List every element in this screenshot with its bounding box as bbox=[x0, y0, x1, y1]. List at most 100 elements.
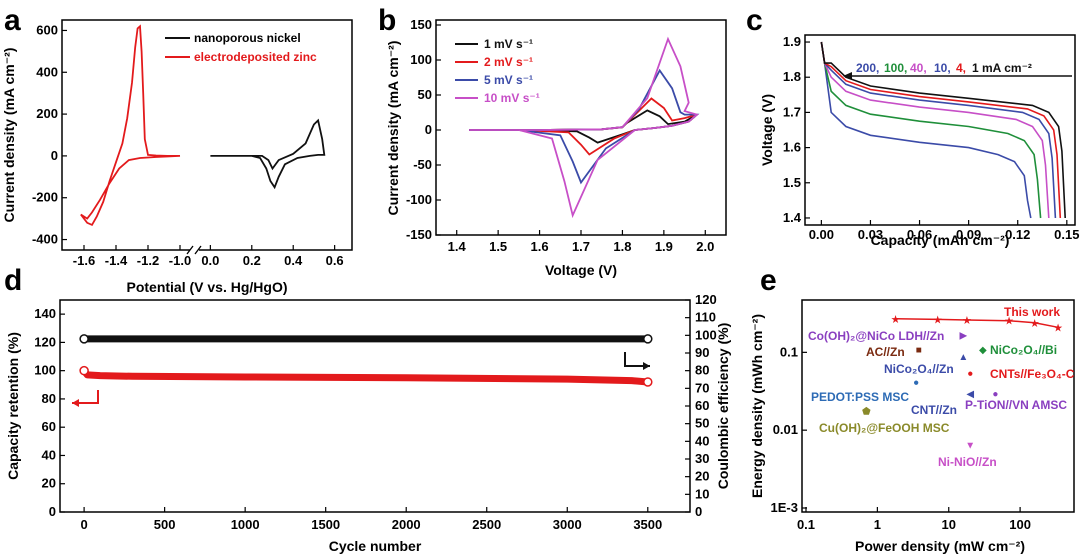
c-rate-label: 1 mA cm⁻² bbox=[972, 61, 1032, 75]
d-xtick-label: 2500 bbox=[472, 517, 501, 532]
e-thiswork-marker: ★ bbox=[962, 315, 972, 327]
d-y2tick-label: 40 bbox=[695, 433, 709, 448]
axis-break-mark bbox=[186, 245, 202, 255]
a-ytick-label: 200 bbox=[36, 106, 58, 121]
d-ytick-label: 80 bbox=[42, 391, 56, 406]
b-xtick-label: 1.6 bbox=[531, 239, 549, 254]
a-xtick-label: -1.6 bbox=[73, 253, 95, 268]
c-xtick-label: 0.09 bbox=[956, 227, 981, 242]
b-ytick-label: -50 bbox=[413, 157, 432, 172]
e-point-label: Cu(OH)₂@FeOOH MSC bbox=[819, 421, 950, 435]
d-xtick-label: 0 bbox=[80, 517, 87, 532]
e-thiswork-marker: ★ bbox=[1004, 316, 1014, 328]
d-ytick-label: 60 bbox=[42, 419, 56, 434]
d-y2tick-label: 20 bbox=[695, 469, 709, 484]
b-legend-label: 1 mV s⁻¹ bbox=[484, 37, 533, 51]
right-axis-arrow bbox=[624, 352, 650, 367]
d-series-marker bbox=[643, 334, 653, 344]
d-ytick-label: 0 bbox=[49, 504, 56, 519]
e-point-label: NiCo₂O₄//Zn bbox=[884, 362, 954, 376]
d-y2tick-label: 70 bbox=[695, 380, 709, 395]
b-ytick-label: 100 bbox=[410, 52, 432, 67]
b-legend-label: 10 mV s⁻¹ bbox=[484, 91, 540, 105]
d-y2tick-label: 30 bbox=[695, 451, 709, 466]
b-ytick-label: 50 bbox=[418, 87, 432, 102]
panel-d-xlabel: Cycle number bbox=[329, 538, 422, 554]
a-ytick-label: 0 bbox=[51, 148, 58, 163]
b-xtick-label: 2.0 bbox=[696, 239, 714, 254]
e-point-marker: ⬟ bbox=[862, 406, 871, 417]
e-point-marker: ● bbox=[913, 378, 919, 389]
e-point-label: PEDOT:PSS MSC bbox=[811, 390, 909, 404]
e-thiswork-marker: ★ bbox=[1030, 318, 1040, 330]
e-thiswork-line bbox=[895, 318, 1059, 329]
a-xtick-label: -1.2 bbox=[137, 253, 159, 268]
legend-a-nickel: nanoporous nickel bbox=[194, 31, 301, 45]
b-ytick-label: 150 bbox=[410, 17, 432, 32]
e-point-marker: ◆ bbox=[979, 345, 987, 356]
a-series-line bbox=[80, 24, 181, 227]
panel-d-ylabel: Capacity retention (%) bbox=[5, 332, 21, 480]
a-ytick-label: 400 bbox=[36, 64, 58, 79]
e-point-label: Ni-NiO//Zn bbox=[938, 455, 997, 469]
c-ytick-label: 1.4 bbox=[783, 210, 802, 225]
d-ytick-label: 140 bbox=[34, 306, 56, 321]
panel-d-y2label: Coulombic efficiency (%) bbox=[715, 323, 731, 489]
c-xtick-label: 0.03 bbox=[858, 227, 883, 242]
a-xtick-label: 0.4 bbox=[284, 253, 303, 268]
panel-b: b 1.4 1.5 1.6 1.7 1.8 1.9 2.0 -150 -100 -50 0 50 100… bbox=[378, 4, 727, 278]
b-ytick-label: -150 bbox=[406, 227, 432, 242]
e-xtick-label: 100 bbox=[1009, 517, 1031, 532]
b-legend-label: 2 mV s⁻¹ bbox=[484, 55, 533, 69]
d-series-band bbox=[80, 367, 652, 386]
panel-b-frame bbox=[435, 19, 727, 236]
d-y2tick-label: 0 bbox=[695, 504, 702, 519]
panel-a-ylabel: Current density (mA cm⁻²) bbox=[1, 48, 17, 223]
panel-e-frame bbox=[801, 299, 1075, 513]
d-y2tick-label: 50 bbox=[695, 416, 709, 431]
panel-e-ylabel: Energy density (mWh cm⁻²) bbox=[749, 314, 765, 498]
c-rate-label: 40, bbox=[910, 61, 927, 75]
a-xtick-label: 0.0 bbox=[201, 253, 219, 268]
panel-d-frame bbox=[59, 299, 691, 513]
c-rate-arrowhead bbox=[843, 72, 852, 80]
d-series-marker bbox=[79, 334, 89, 344]
b-xtick-label: 1.7 bbox=[572, 239, 590, 254]
d-y2tick-label: 120 bbox=[695, 292, 717, 307]
d-series-marker bbox=[643, 377, 653, 387]
e-point-label: NiCo₂O₄//Bi bbox=[990, 343, 1057, 357]
c-series-line bbox=[820, 41, 1032, 219]
c-ytick-label: 1.7 bbox=[783, 104, 801, 119]
d-ytick-label: 100 bbox=[34, 363, 56, 378]
c-xtick-label: 0.15 bbox=[1054, 227, 1079, 242]
c-xtick-label: 0.12 bbox=[1005, 227, 1030, 242]
panel-label-e: e bbox=[760, 264, 777, 297]
c-series-line bbox=[820, 41, 1057, 219]
a-xtick-label: -1.0 bbox=[169, 253, 191, 268]
e-point-marker: ● bbox=[992, 389, 998, 400]
c-rate-label: 10, bbox=[934, 61, 951, 75]
a-xtick-label: 0.6 bbox=[326, 253, 344, 268]
e-ytick-label: 0.1 bbox=[780, 344, 798, 359]
panel-c-xlabel: Capacity (mAh cm⁻²) bbox=[871, 232, 1010, 248]
e-point-label: P-TiON//VN AMSC bbox=[965, 398, 1067, 412]
a-series-line bbox=[210, 118, 326, 190]
panel-c-frame bbox=[804, 34, 1076, 226]
b-xtick-label: 1.4 bbox=[448, 239, 467, 254]
e-thiswork-marker: ★ bbox=[1053, 322, 1063, 334]
d-xtick-label: 500 bbox=[154, 517, 176, 532]
panel-b-ylabel: Current density (mA cm⁻²) bbox=[385, 41, 401, 216]
panel-a-xlabel: Potential (V vs. Hg/HgO) bbox=[126, 279, 287, 295]
e-point-label: Co(OH)₂@NiCo LDH//Zn bbox=[808, 329, 944, 343]
panel-e-xlabel: Power density (mW cm⁻²) bbox=[855, 538, 1025, 554]
a-xtick-label: 0.2 bbox=[243, 253, 261, 268]
left-axis-arrow bbox=[72, 390, 99, 404]
e-point-marker: ▲ bbox=[958, 352, 968, 363]
a-xtick-label: -1.4 bbox=[105, 253, 128, 268]
d-ytick-label: 20 bbox=[42, 476, 56, 491]
d-xtick-label: 1500 bbox=[311, 517, 340, 532]
b-ytick-label: 0 bbox=[425, 122, 432, 137]
b-ytick-label: -100 bbox=[406, 192, 432, 207]
d-y2tick-label: 80 bbox=[695, 363, 709, 378]
